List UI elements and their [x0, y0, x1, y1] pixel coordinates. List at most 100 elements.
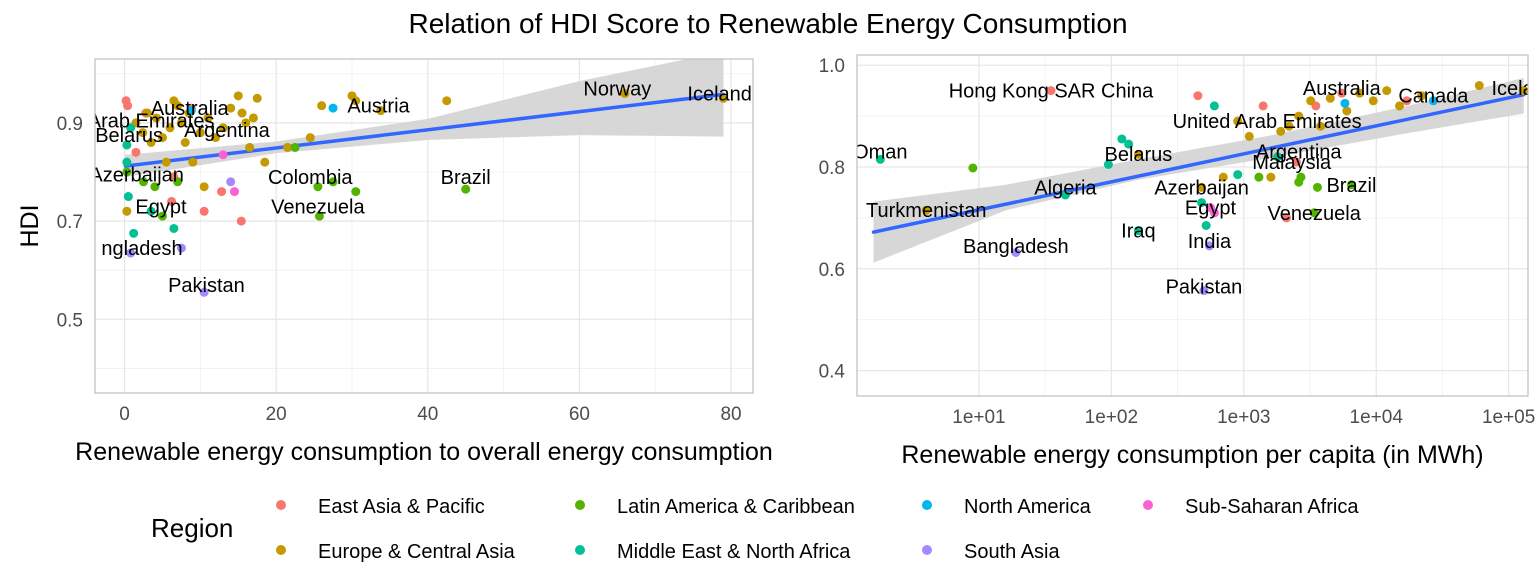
data-point — [1209, 101, 1219, 111]
data-point — [1340, 98, 1350, 108]
data-point — [1233, 116, 1243, 126]
data-point — [1291, 157, 1301, 167]
data-point — [161, 157, 171, 167]
data-point — [139, 177, 149, 187]
data-point — [123, 101, 133, 111]
trend-line — [871, 92, 1526, 234]
legend-label: East Asia & Pacific — [318, 496, 485, 518]
legend-label: North America — [964, 496, 1092, 518]
point-label: Canada — [1398, 86, 1469, 108]
point-label: Australia — [151, 98, 230, 120]
point-label: Malaysia — [1252, 152, 1332, 174]
data-point — [245, 142, 255, 152]
data-point — [173, 101, 183, 111]
y-tick-label: 0.5 — [57, 310, 83, 331]
data-point — [305, 133, 315, 143]
legend-label: South Asia — [964, 541, 1061, 563]
point-label: United Arab Emirates — [1173, 111, 1362, 133]
data-point — [1273, 152, 1283, 162]
data-point — [314, 211, 324, 221]
legend-key — [1143, 500, 1153, 510]
data-point — [1294, 111, 1304, 121]
data-point — [188, 157, 198, 167]
data-point — [1417, 91, 1427, 101]
x-tick-label: 1e+04 — [1350, 407, 1404, 428]
data-point — [122, 206, 132, 216]
data-point — [1133, 226, 1143, 236]
legend-item: North America — [922, 496, 1092, 518]
data-point — [718, 93, 728, 103]
data-point — [1519, 86, 1528, 96]
point-label: Colombia — [268, 167, 353, 189]
panel-border — [94, 58, 754, 394]
legend-title: Region — [151, 513, 233, 543]
legend-item: Europe & Central Asia — [276, 541, 516, 563]
data-point — [233, 91, 243, 101]
x-tick-label: 1e+05 — [1482, 407, 1535, 428]
data-point — [1046, 86, 1056, 96]
data-point — [1368, 96, 1378, 106]
data-point — [1284, 121, 1294, 131]
data-point — [241, 118, 251, 128]
data-point — [217, 187, 227, 197]
data-point — [237, 108, 247, 118]
data-point — [328, 103, 338, 113]
point-label: Belarus — [1104, 144, 1172, 166]
data-point — [236, 216, 246, 226]
data-point — [126, 248, 136, 258]
confidence-ribbon — [873, 77, 1524, 263]
data-point — [229, 187, 239, 197]
data-point — [173, 177, 183, 187]
x-tick-label: 1e+03 — [1217, 407, 1270, 428]
data-point — [1254, 172, 1264, 182]
data-point — [1011, 247, 1021, 257]
data-point — [167, 196, 177, 206]
data-point — [226, 177, 236, 187]
data-point — [165, 123, 175, 133]
data-point — [199, 287, 209, 297]
data-point — [317, 101, 327, 111]
data-point — [203, 113, 213, 123]
point-label: Pakistan — [1166, 277, 1243, 299]
point-label: Hong Kong SAR China — [949, 81, 1154, 103]
data-point — [260, 157, 270, 167]
data-point — [1244, 131, 1254, 141]
data-point — [150, 182, 160, 192]
data-point — [461, 184, 471, 194]
legend-item: South Asia — [922, 541, 1061, 563]
data-point — [1199, 286, 1209, 296]
point-label: Oman — [853, 142, 907, 164]
legend-key — [575, 500, 585, 510]
point-label: Egypt — [1185, 198, 1237, 220]
data-point — [1060, 190, 1070, 200]
legend-key — [922, 545, 932, 555]
data-point — [131, 147, 141, 157]
y-tick-label: 0.6 — [819, 260, 845, 281]
data-point — [1382, 86, 1392, 96]
x-tick-label: 0 — [119, 404, 130, 425]
legend-key — [276, 500, 286, 510]
y-tick-label: 1.0 — [819, 56, 845, 77]
right-scatter-panel: Hong Kong SAR China Australia Canada Icelan… — [819, 54, 1536, 469]
data-point — [1117, 134, 1127, 144]
point-label: Turkmenistan — [866, 200, 986, 222]
x-axis-label: Renewable energy consumption per capita … — [901, 441, 1483, 469]
legend-key — [276, 545, 286, 555]
data-point — [146, 138, 156, 147]
point-label: Argentina — [1256, 142, 1342, 164]
data-point — [252, 93, 262, 103]
legend-label: Europe & Central Asia — [318, 541, 516, 563]
point-label: Azerbaijan — [1154, 177, 1249, 199]
data-point — [1337, 88, 1347, 98]
data-point — [875, 154, 885, 164]
data-point — [126, 123, 136, 133]
data-point — [1296, 172, 1306, 182]
data-point — [1281, 213, 1291, 223]
data-point — [199, 182, 209, 192]
legend-label: Latin America & Caribbean — [617, 496, 855, 518]
data-point — [138, 128, 148, 138]
data-point — [1306, 96, 1316, 106]
point-label: Belarus — [95, 125, 163, 147]
point-label: Iceland — [1491, 78, 1536, 100]
